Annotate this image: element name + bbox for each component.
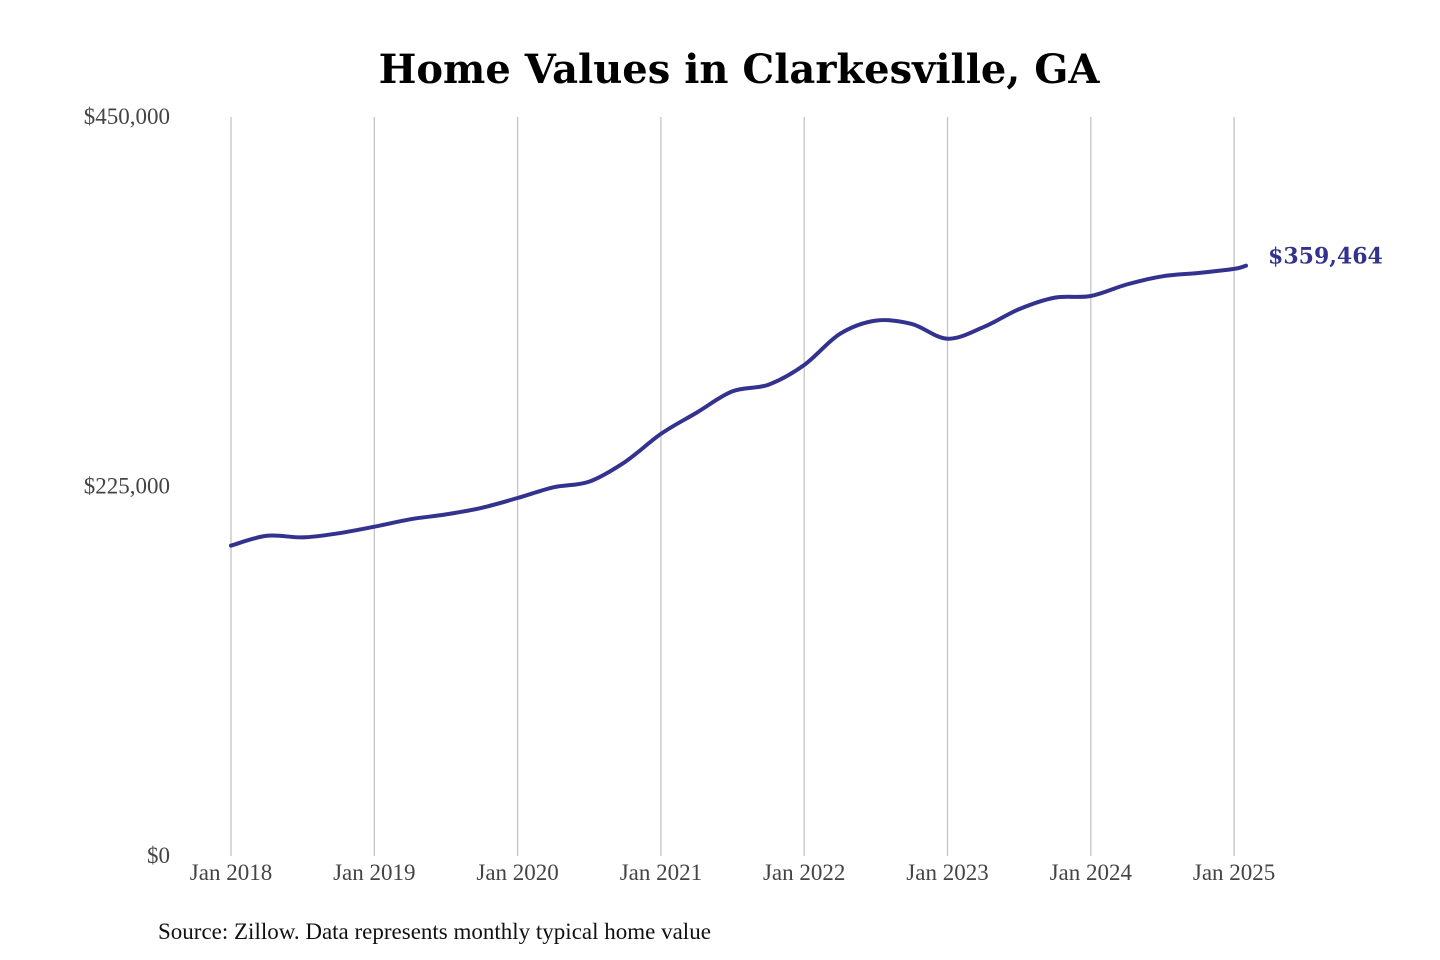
source-note: Source: Zillow. Data represents monthly … (158, 919, 711, 944)
x-tick-label: Jan 2024 (1050, 860, 1133, 885)
x-tick-label: Jan 2019 (333, 860, 415, 885)
home-value-series-line (229, 263, 1248, 548)
x-tick-label: Jan 2023 (906, 860, 988, 885)
chart-title: Home Values in Clarkesville, GA (379, 46, 1101, 93)
y-tick-label: $0 (147, 843, 170, 868)
y-tick-label: $450,000 (84, 104, 170, 129)
latest-value-label: $359,464 (1268, 244, 1383, 270)
y-axis-tick-labels: $0 $225,000 $450,000 (84, 104, 170, 868)
x-tick-label: Jan 2018 (190, 860, 272, 885)
x-tick-label: Jan 2021 (620, 860, 702, 885)
y-tick-label: $225,000 (84, 474, 170, 499)
x-axis-tick-labels: Jan 2018 Jan 2019 Jan 2020 Jan 2021 Jan 2022… (190, 860, 1276, 885)
vertical-gridlines (230, 117, 1235, 856)
x-tick-label: Jan 2025 (1193, 860, 1275, 885)
x-tick-label: Jan 2020 (476, 860, 558, 885)
x-tick-label: Jan 2022 (763, 860, 845, 885)
